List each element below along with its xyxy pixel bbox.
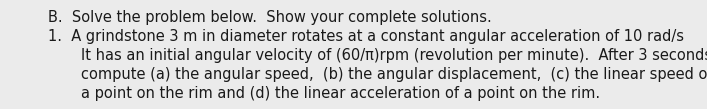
Text: 1.  A grindstone 3 m in diameter rotates at a constant angular acceleration of 1: 1. A grindstone 3 m in diameter rotates … (48, 29, 684, 44)
Text: a point on the rim and (d) the linear acceleration of a point on the rim.: a point on the rim and (d) the linear ac… (81, 86, 600, 101)
Text: B.  Solve the problem below.  Show your complete solutions.: B. Solve the problem below. Show your co… (48, 10, 492, 25)
Text: It has an initial angular velocity of (60/π)rpm (revolution per minute).  After : It has an initial angular velocity of (6… (81, 48, 707, 63)
Text: compute (a) the angular speed,  (b) the angular displacement,  (c) the linear sp: compute (a) the angular speed, (b) the a… (81, 67, 707, 82)
